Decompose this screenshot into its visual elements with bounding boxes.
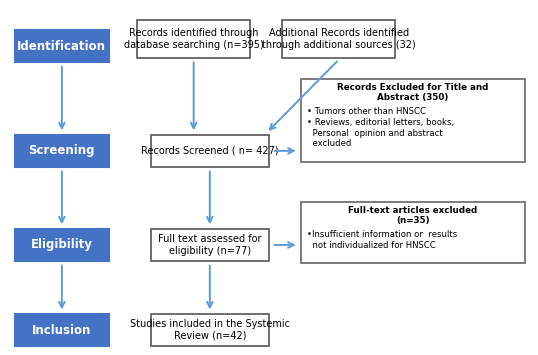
Text: Records identified through
database searching (n=395): Records identified through database sear… bbox=[124, 28, 264, 50]
Text: Additional Records identified
through additional sources (32): Additional Records identified through ad… bbox=[262, 28, 416, 50]
Text: • Tumors other than HNSCC: • Tumors other than HNSCC bbox=[307, 107, 426, 116]
Text: Eligibility: Eligibility bbox=[31, 239, 93, 251]
Text: Records Excluded for Title and
Abstract (350): Records Excluded for Title and Abstract … bbox=[337, 82, 489, 102]
Text: Inclusion: Inclusion bbox=[32, 324, 91, 337]
FancyBboxPatch shape bbox=[282, 20, 395, 58]
Text: Full-text articles excluded
(n=35): Full-text articles excluded (n=35) bbox=[348, 206, 478, 225]
FancyBboxPatch shape bbox=[15, 135, 109, 167]
Text: Screening: Screening bbox=[29, 144, 95, 157]
FancyBboxPatch shape bbox=[15, 229, 109, 261]
FancyBboxPatch shape bbox=[301, 202, 525, 263]
Text: •Insufficient information or  results
  not individualized for HNSCC: •Insufficient information or results not… bbox=[307, 230, 457, 250]
Text: • Reviews, editorial letters, books,
  Personal  opinion and abstract
  excluded: • Reviews, editorial letters, books, Per… bbox=[307, 119, 454, 148]
FancyBboxPatch shape bbox=[301, 79, 525, 162]
FancyBboxPatch shape bbox=[137, 20, 250, 58]
Text: Studies included in the Systemic
Review (n=42): Studies included in the Systemic Review … bbox=[130, 320, 290, 341]
Text: Records Screened ( n= 427): Records Screened ( n= 427) bbox=[141, 146, 279, 156]
FancyBboxPatch shape bbox=[151, 229, 269, 261]
FancyBboxPatch shape bbox=[151, 135, 269, 167]
FancyBboxPatch shape bbox=[151, 314, 269, 346]
FancyBboxPatch shape bbox=[15, 314, 109, 346]
FancyBboxPatch shape bbox=[15, 30, 109, 62]
Text: Full text assessed for
eligibility (n=77): Full text assessed for eligibility (n=77… bbox=[158, 234, 261, 256]
Text: Identification: Identification bbox=[17, 40, 107, 53]
